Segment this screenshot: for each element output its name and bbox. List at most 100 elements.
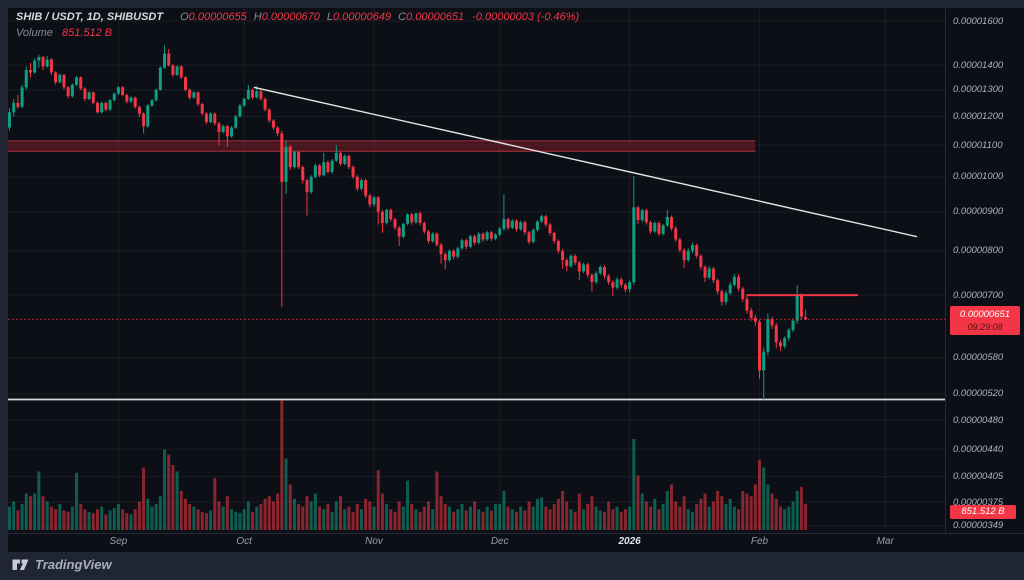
candle-body: [179, 66, 183, 78]
volume-bar: [79, 504, 83, 530]
candle-body: [305, 180, 309, 193]
candle-body: [45, 59, 49, 67]
symbol-title[interactable]: SHIB / USDT, 1D, SHIBUSDT: [16, 11, 164, 23]
price-axis-label: 0.00000480: [953, 414, 1004, 426]
volume-bar: [301, 506, 305, 530]
volume-bar: [804, 504, 808, 530]
volume-bar: [129, 514, 133, 530]
candle-body: [397, 227, 401, 237]
candle-body: [485, 232, 489, 240]
volume-bar: [196, 509, 200, 530]
candle-body: [288, 146, 292, 168]
candle-body: [762, 351, 766, 371]
grid-lines: [8, 8, 945, 533]
candle-body: [167, 53, 171, 66]
candle-body: [690, 245, 694, 251]
volume-bar: [364, 498, 368, 530]
candle-body: [607, 275, 611, 283]
volume-bar: [225, 496, 229, 530]
candle-body: [577, 262, 581, 272]
candle-body: [238, 105, 242, 117]
price-axis-label: 0.00000405: [953, 471, 1004, 483]
candle-body: [133, 97, 137, 107]
volume-bar: [594, 506, 598, 530]
tradingview-logo[interactable]: TradingView: [12, 557, 112, 572]
volume-bar: [16, 510, 20, 530]
price-axis[interactable]: 0.00000651 09:29:08 851.512 B 0.00001600…: [946, 8, 1024, 533]
volume-bar: [414, 509, 418, 530]
volume-bar: [234, 511, 238, 530]
volume-bar: [535, 498, 539, 530]
candle-body: [351, 167, 355, 177]
time-axis-label: Sep: [109, 536, 128, 547]
candle-body: [267, 109, 271, 121]
volume-bar: [623, 509, 627, 530]
candle-body: [464, 240, 468, 247]
volume-bar: [380, 493, 384, 530]
volume-bar: [41, 496, 45, 530]
volume-bar: [431, 509, 435, 530]
volume-bar: [682, 496, 686, 530]
volume-bar: [376, 470, 380, 530]
volume-bar: [477, 509, 481, 530]
candle-body: [431, 233, 435, 242]
volume-bar: [28, 496, 32, 530]
price-axis-label: 0.00000700: [953, 289, 1004, 301]
candle-body: [623, 284, 627, 290]
volume-bar: [33, 493, 37, 530]
candle-body: [70, 84, 74, 97]
volume-bar: [70, 506, 74, 530]
volume-bar: [452, 511, 456, 530]
volume-bar: [737, 509, 741, 530]
volume-bar: [87, 511, 91, 530]
volume-bar: [192, 506, 196, 530]
candle-body: [183, 77, 187, 90]
volume-bar: [799, 487, 803, 530]
candle-body: [372, 197, 376, 205]
price-axis-label: 0.00001400: [953, 59, 1004, 71]
candle-body: [326, 162, 330, 172]
candle-body: [741, 288, 745, 299]
candle-body: [435, 233, 439, 245]
volume-bar: [611, 509, 615, 530]
volume-bar: [774, 498, 778, 530]
volume-bar: [778, 506, 782, 530]
candle-body: [192, 92, 196, 98]
volume-value-badge: 851.512 B: [950, 505, 1016, 519]
volume-bar: [37, 471, 41, 530]
volume-bar: [355, 504, 359, 530]
candle-body: [548, 224, 552, 234]
volume-label[interactable]: Volume: [16, 27, 53, 39]
candle-body: [670, 216, 674, 229]
legend-row-main: SHIB / USDT, 1D, SHIBUSDT O0.00000655 H0.0…: [16, 10, 579, 25]
volume-bar: [686, 509, 690, 530]
volume-bar: [221, 506, 225, 530]
volume-bar: [649, 506, 653, 530]
candle-body: [150, 100, 154, 106]
volume-bar: [506, 506, 510, 530]
price-chart-canvas[interactable]: [0, 0, 1024, 552]
open-value: 0.00000655: [188, 11, 247, 23]
volume-bar: [510, 509, 514, 530]
time-axis-label: Dec: [490, 536, 509, 547]
volume-bar: [590, 496, 594, 530]
volume-bar: [230, 509, 234, 530]
volume-bar: [271, 501, 275, 530]
volume-bar: [628, 506, 632, 530]
candle-body: [619, 279, 623, 285]
time-axis[interactable]: Sep Oct Nov Dec 2026 Feb Mar: [8, 533, 945, 552]
volume-bar: [766, 484, 770, 530]
high-value: 0.00000670: [261, 11, 320, 23]
candle-body: [695, 245, 699, 256]
price-axis-label: 0.00001300: [953, 84, 1004, 96]
volume-bar: [112, 507, 116, 530]
supply-zone: [8, 140, 756, 152]
volume-bar: [619, 511, 623, 530]
volume-bar: [100, 506, 104, 530]
volume-bar: [284, 458, 288, 530]
candle-body: [552, 233, 556, 242]
volume-bar: [502, 491, 506, 530]
candle-body: [112, 93, 116, 101]
volume-bar: [54, 509, 58, 530]
candle-body: [406, 214, 410, 224]
